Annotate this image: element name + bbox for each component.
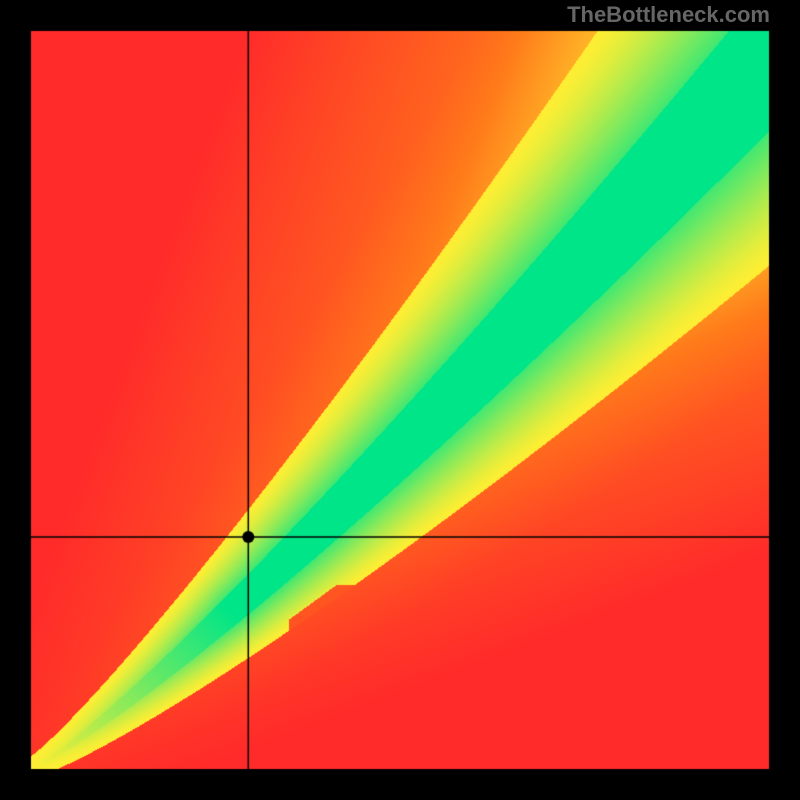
chart-container: TheBottleneck.com: [0, 0, 800, 800]
watermark-text: TheBottleneck.com: [567, 2, 770, 28]
bottleneck-heatmap: [0, 0, 800, 800]
